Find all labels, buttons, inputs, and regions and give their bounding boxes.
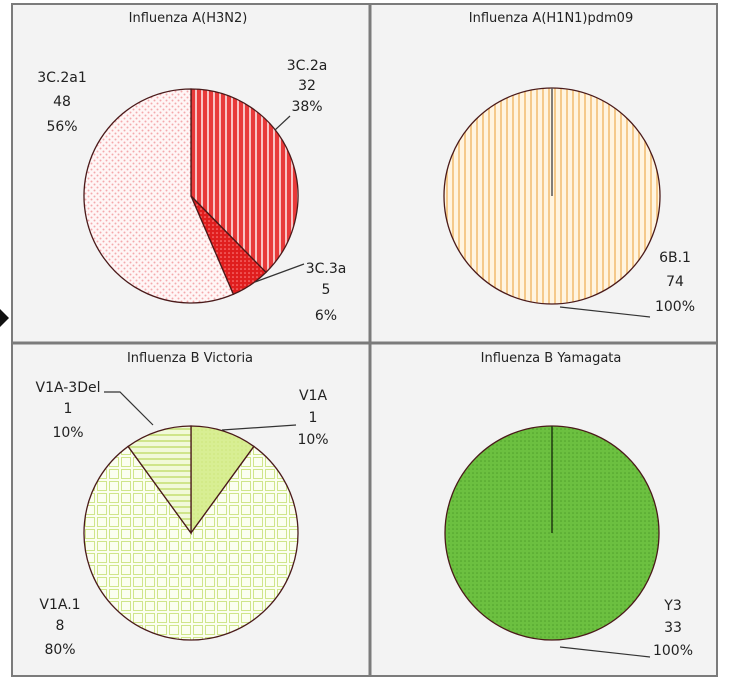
leader-line xyxy=(221,424,297,431)
data-label-count: 74 xyxy=(666,274,684,290)
pie-slice-v1a-1 xyxy=(83,445,299,641)
title-b-yamagata: Influenza B Yamagata xyxy=(481,351,622,366)
title-b-victoria: Influenza B Victoria xyxy=(127,351,253,366)
data-label-percent: 56% xyxy=(46,119,77,135)
data-label-percent: 10% xyxy=(52,425,83,441)
pie-h1n1 xyxy=(443,87,661,305)
data-label-name: V1A xyxy=(299,388,327,404)
pie-b-yamagata xyxy=(444,425,660,641)
data-label-name: 3C.3a xyxy=(306,261,347,277)
arrow-marker-icon xyxy=(0,309,9,327)
data-label-percent: 100% xyxy=(653,643,693,659)
title-h1n1: Influenza A(H1N1)pdm09 xyxy=(469,11,633,26)
data-label-percent: 38% xyxy=(291,99,322,115)
data-label-name: 3C.2a1 xyxy=(37,70,87,86)
leader-line xyxy=(104,391,154,426)
data-label-count: 32 xyxy=(298,78,316,94)
data-label-count: 1 xyxy=(64,401,73,417)
data-label-name: V1A-3Del xyxy=(36,380,101,396)
pie-b-victoria xyxy=(83,425,299,641)
pie-slice-3c-2a1 xyxy=(83,88,235,304)
data-label-percent: 80% xyxy=(44,642,75,658)
data-label-percent: 100% xyxy=(655,299,695,315)
data-label-count: 48 xyxy=(53,94,71,110)
title-h3n2: Influenza A(H3N2) xyxy=(129,11,248,26)
data-label-name: 6B.1 xyxy=(659,250,691,266)
pie-slice-3c-2a xyxy=(190,88,299,274)
data-label-count: 5 xyxy=(322,282,331,298)
pie-h3n2 xyxy=(83,88,299,304)
data-label-name: 3C.2a xyxy=(287,58,328,74)
data-label-percent: 6% xyxy=(315,308,337,324)
leader-line xyxy=(274,115,291,131)
leader-line xyxy=(559,646,651,658)
leader-line xyxy=(254,263,305,283)
data-label-name: V1A.1 xyxy=(39,597,80,613)
data-label-count: 1 xyxy=(309,410,318,426)
data-label-count: 33 xyxy=(664,620,682,636)
data-label-percent: 10% xyxy=(297,432,328,448)
pie-slice-v1a-3del xyxy=(127,425,192,536)
leader-line xyxy=(559,306,651,318)
data-label-name: Y3 xyxy=(663,598,681,614)
data-label-count: 8 xyxy=(56,618,65,634)
